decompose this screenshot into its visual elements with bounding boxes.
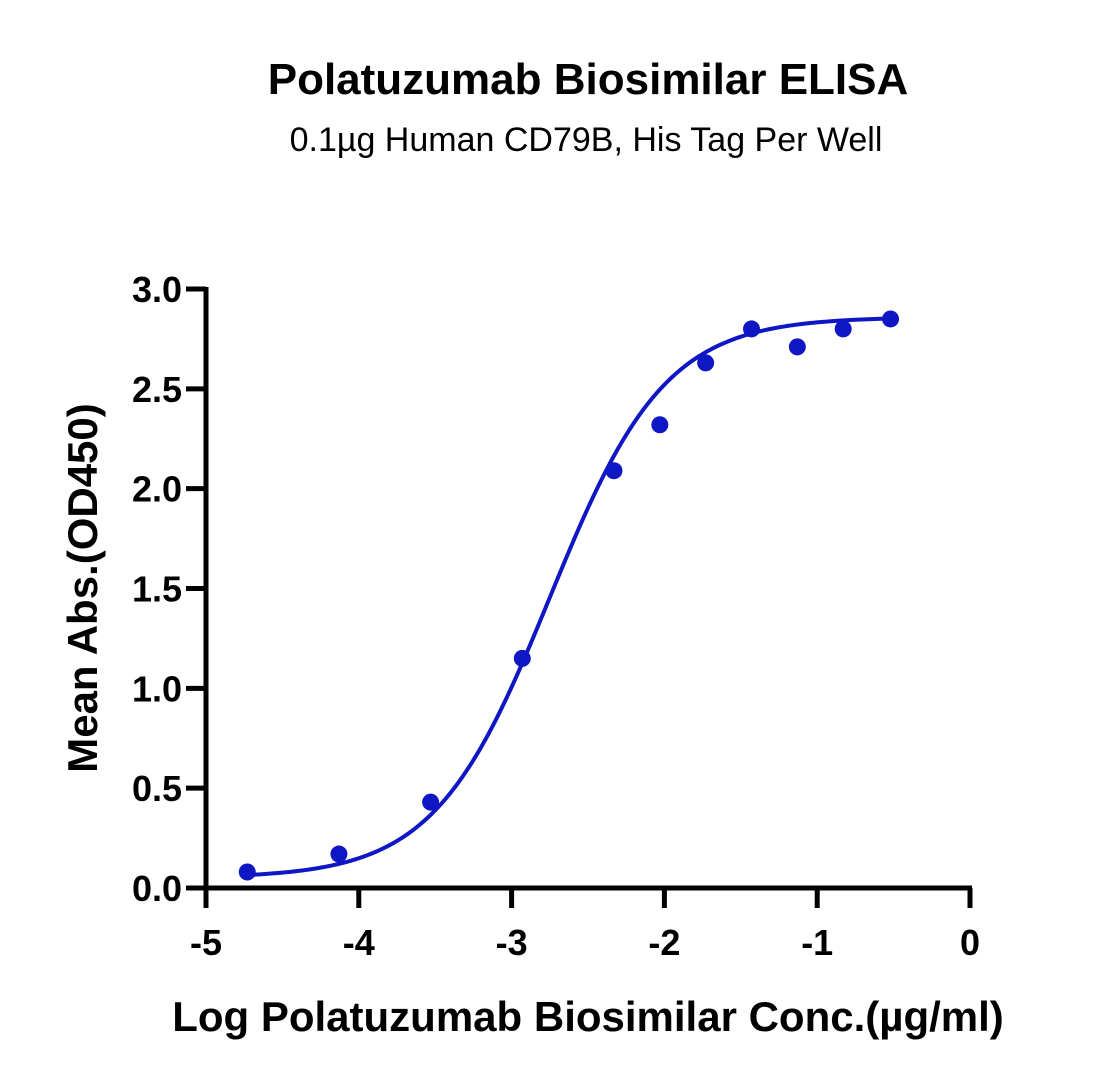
data-point <box>238 863 256 881</box>
data-point <box>513 649 531 667</box>
y-tick-label: 0.0 <box>132 868 182 909</box>
x-axis-ticks: -5 -4 -3 -2 -1 0 <box>190 888 980 963</box>
chart-title: Polatuzumab Biosimilar ELISA <box>268 55 909 104</box>
data-point <box>882 310 900 328</box>
x-tick-label: -4 <box>343 922 375 963</box>
y-tick-label: 0.5 <box>132 768 182 809</box>
x-tick-label: -3 <box>496 922 528 963</box>
y-axis-ticks: 0.0 0.5 1.0 1.5 2.0 2.5 3.0 <box>132 269 206 909</box>
series-points <box>238 310 900 881</box>
y-tick-label: 3.0 <box>132 269 182 310</box>
data-point <box>422 793 440 811</box>
y-tick-label: 1.5 <box>132 569 182 610</box>
x-tick-label: -2 <box>648 922 680 963</box>
y-axis-title: Mean Abs.(OD450) <box>59 403 106 773</box>
x-tick-label: -5 <box>190 922 222 963</box>
x-axis-title: Log Polatuzumab Biosimilar Conc.(µg/ml) <box>172 993 1004 1040</box>
data-point <box>605 462 623 480</box>
y-tick-label: 2.5 <box>132 369 182 410</box>
data-point <box>330 845 348 863</box>
series-fit-curve <box>247 316 891 878</box>
y-tick-label: 1.0 <box>132 668 182 709</box>
x-tick-label: -1 <box>801 922 833 963</box>
data-point <box>788 338 806 356</box>
data-point <box>651 416 669 434</box>
data-point <box>834 320 852 338</box>
y-tick-label: 2.0 <box>132 469 182 510</box>
chart-subtitle: 0.1µg Human CD79B, His Tag Per Well <box>290 121 883 159</box>
data-point <box>697 354 715 372</box>
x-tick-label: 0 <box>960 922 980 963</box>
data-point <box>742 320 760 338</box>
